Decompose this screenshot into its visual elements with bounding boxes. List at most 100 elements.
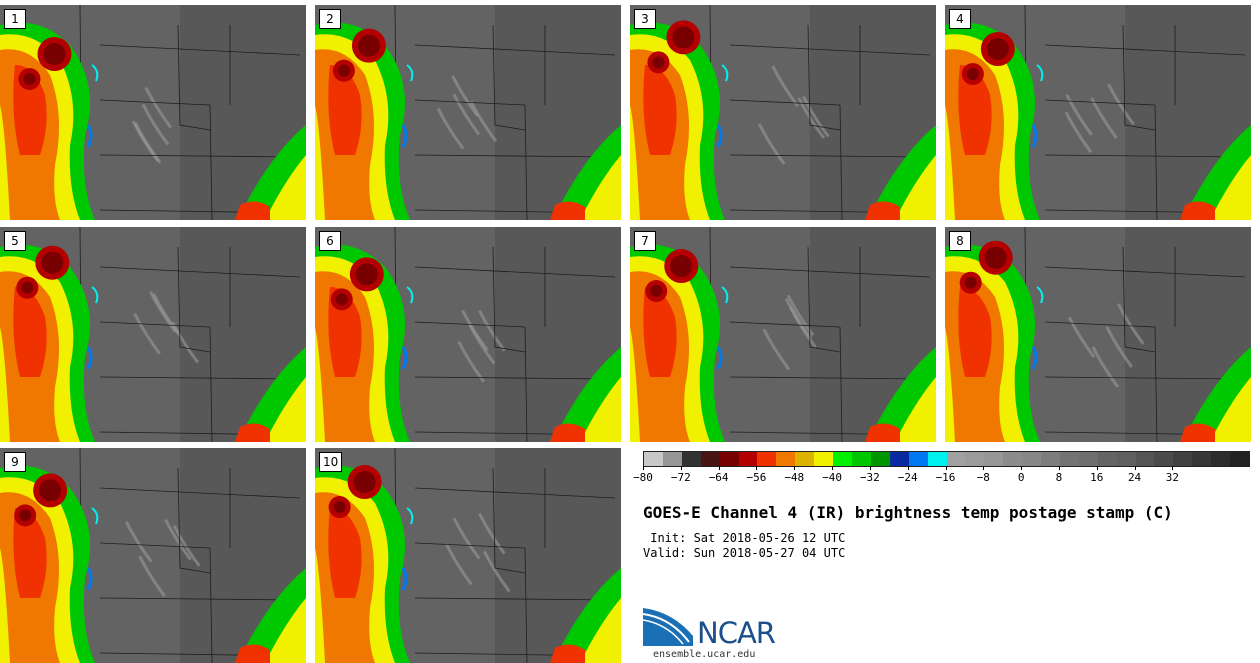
colorbar-tick-label: −80 — [633, 471, 653, 484]
colorbar-tick — [1021, 466, 1023, 470]
member-label: 3 — [634, 9, 656, 29]
colorbar-tick-label: 32 — [1165, 471, 1179, 484]
ir-map-icon — [630, 5, 936, 220]
colorbar-tick — [1134, 466, 1136, 470]
colorbar-tick — [945, 466, 947, 470]
colorbar-tick-label: −8 — [976, 471, 990, 484]
member-label: 8 — [949, 231, 971, 251]
ir-map-icon — [0, 448, 306, 663]
colorbar-tick — [832, 466, 834, 470]
colorbar-swatch — [795, 452, 815, 466]
member-label: 9 — [4, 452, 26, 472]
colorbar-tick-label: −72 — [670, 471, 691, 484]
colorbar-swatch — [1135, 452, 1155, 466]
colorbar-swatch — [1003, 452, 1023, 466]
member-label: 6 — [319, 231, 341, 251]
member-panel: 8 — [945, 227, 1251, 442]
colorbar-tick-label: −56 — [746, 471, 767, 484]
colorbar-swatch — [776, 452, 796, 466]
member-panel: 2 — [315, 5, 621, 220]
colorbar-tick-label: −48 — [784, 471, 805, 484]
colorbar-swatch — [1230, 452, 1249, 466]
member-panel: 9 — [0, 448, 306, 663]
colorbar-tick — [718, 466, 720, 470]
colorbar-swatch — [1022, 452, 1042, 466]
ir-map-icon — [630, 227, 936, 442]
member-label: 4 — [949, 9, 971, 29]
colorbar-tick-label: 0 — [1017, 471, 1025, 484]
colorbar-tick — [869, 466, 871, 470]
colorbar-swatch — [1116, 452, 1136, 466]
colorbar-swatch — [681, 452, 701, 466]
colorbar-tick — [983, 466, 985, 470]
colorbar-tick — [643, 466, 644, 470]
colorbar-swatch — [1097, 452, 1117, 466]
colorbar-swatch — [833, 452, 852, 466]
init-time: Init: Sat 2018-05-26 12 UTC — [643, 531, 846, 545]
colorbar-tick — [907, 466, 909, 470]
colorbar-swatch — [644, 452, 663, 466]
member-panel: 4 — [945, 5, 1251, 220]
colorbar-swatch — [1041, 452, 1060, 466]
colorbar-ticks: −80 −72 −64 −56 −48 −40 −32 −24 −16 −8 0 8 16 24 32 — [633, 466, 1248, 486]
colorbar-tick-label: −64 — [708, 471, 729, 484]
member-label: 5 — [4, 231, 26, 251]
colorbar-swatch — [719, 452, 739, 466]
member-panel: 5 — [0, 227, 306, 442]
ir-map-icon — [0, 227, 306, 442]
colorbar-swatch — [870, 452, 890, 466]
ir-map-icon — [0, 5, 306, 220]
colorbar-tick-label: 8 — [1055, 471, 1063, 484]
colorbar-swatch — [889, 452, 909, 466]
colorbar-swatch — [984, 452, 1004, 466]
ir-map-icon — [315, 5, 621, 220]
colorbar-swatch — [1173, 452, 1193, 466]
colorbar-tick-label: −16 — [935, 471, 956, 484]
ir-map-icon — [315, 227, 621, 442]
valid-time: Valid: Sun 2018-05-27 04 UTC — [643, 546, 846, 560]
colorbar-swatch — [814, 452, 834, 466]
colorbar-swatch — [1154, 452, 1174, 466]
logo-wordmark: NCAR — [697, 616, 776, 650]
ir-map-icon — [945, 227, 1251, 442]
colorbar-tick-label: −40 — [822, 471, 842, 484]
colorbar-swatch — [1211, 452, 1231, 466]
member-label: 7 — [634, 231, 656, 251]
ir-map-icon — [315, 448, 621, 663]
colorbar-swatch — [662, 452, 682, 466]
colorbar-tick — [1096, 466, 1098, 470]
member-label: 1 — [4, 9, 26, 29]
member-label: 2 — [319, 9, 341, 29]
colorbar-swatch — [908, 452, 928, 466]
colorbar-tick-label: 24 — [1127, 471, 1142, 484]
colorbar-swatch — [700, 452, 720, 466]
temperature-colorbar — [643, 451, 1250, 467]
member-panel: 10 — [315, 448, 621, 663]
colorbar-tick — [756, 466, 758, 470]
colorbar-swatch — [1078, 452, 1098, 466]
figure-title: GOES-E Channel 4 (IR) brightness temp po… — [643, 503, 1173, 522]
site-url: ensemble.ucar.edu — [653, 649, 756, 660]
member-panel: 6 — [315, 227, 621, 442]
colorbar-swatch — [757, 452, 777, 466]
colorbar-tick-label: −32 — [859, 471, 880, 484]
colorbar-swatch — [927, 452, 947, 466]
colorbar-swatch — [946, 452, 966, 466]
colorbar-tick-label: 16 — [1090, 471, 1104, 484]
member-label: 10 — [319, 452, 343, 472]
colorbar-swatch — [965, 452, 985, 466]
ir-map-icon — [945, 5, 1251, 220]
member-panel: 3 — [630, 5, 936, 220]
colorbar-tick-label: −24 — [897, 471, 918, 484]
ncar-logo-icon — [643, 608, 693, 646]
colorbar-tick — [794, 466, 796, 470]
member-panel: 1 — [0, 5, 306, 220]
colorbar-tick — [680, 466, 682, 470]
colorbar-tick — [1172, 466, 1174, 470]
colorbar-swatch — [1192, 452, 1212, 466]
colorbar-swatch — [738, 452, 758, 466]
colorbar-swatch — [851, 452, 871, 466]
colorbar-tick — [1058, 466, 1060, 470]
colorbar-swatch — [1059, 452, 1079, 466]
member-panel: 7 — [630, 227, 936, 442]
